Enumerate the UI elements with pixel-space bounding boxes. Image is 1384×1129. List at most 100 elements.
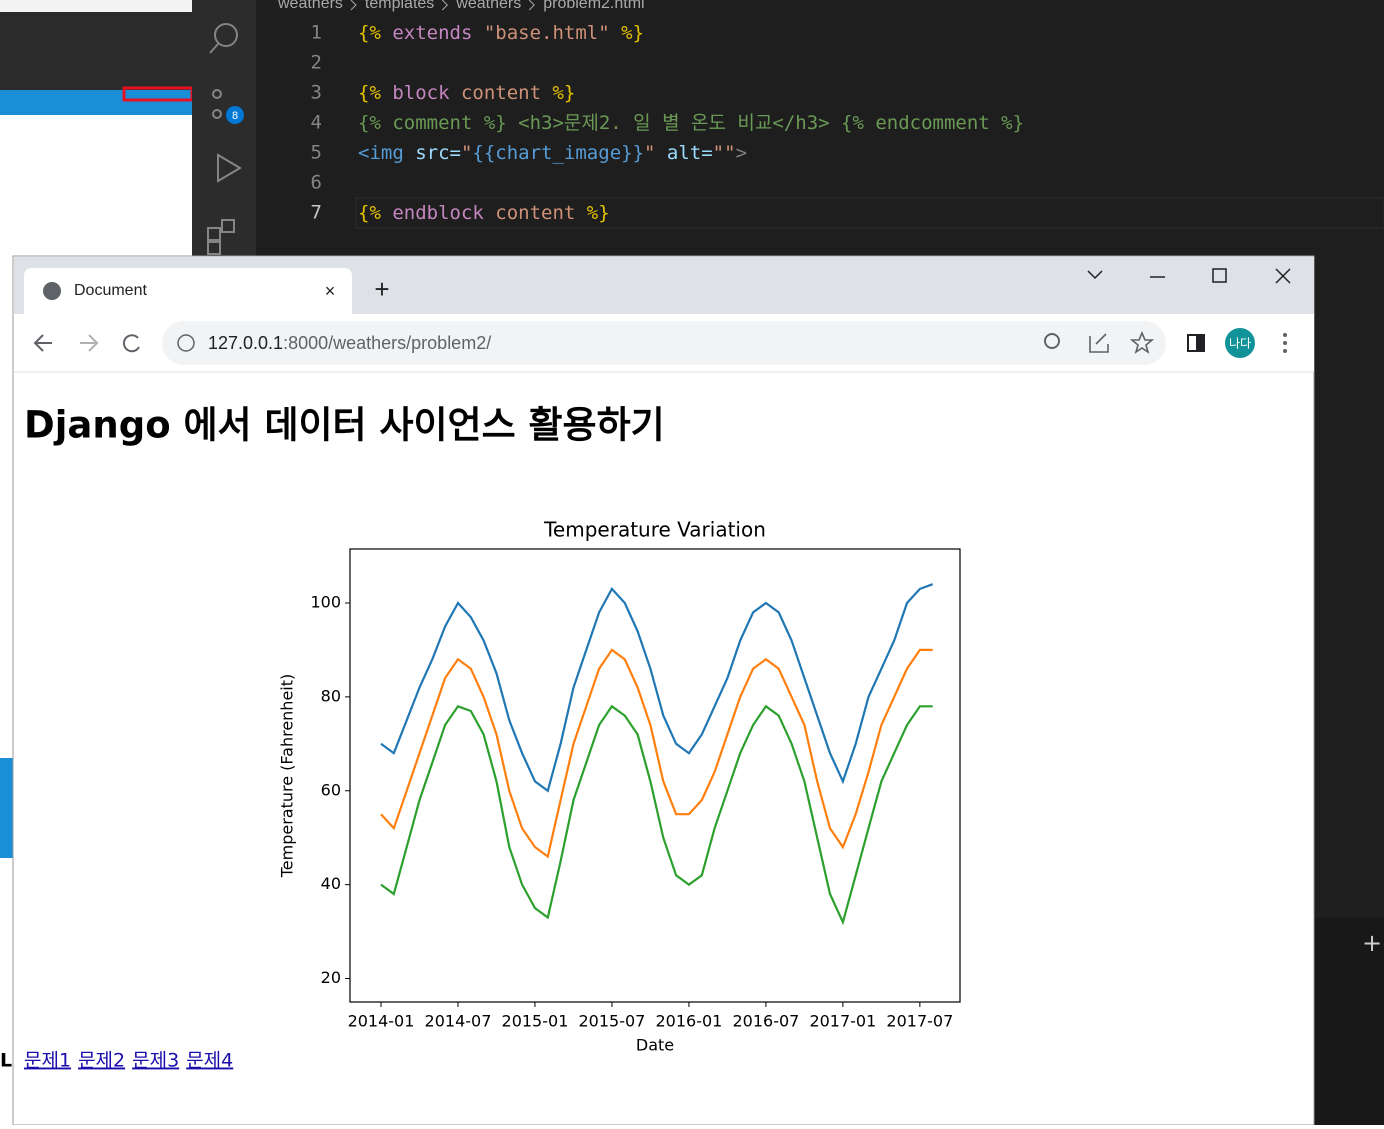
page-heading: Django 에서 데이터 사이언스 활용하기	[24, 404, 665, 447]
code-token: %}	[575, 202, 609, 224]
x-tick-label: 2014-07	[425, 1012, 492, 1031]
y-tick-label: 40	[321, 874, 341, 893]
current-line	[355, 197, 1384, 229]
background-banner	[0, 90, 192, 115]
new-tab[interactable]: +	[374, 274, 389, 304]
scm-badge	[226, 106, 244, 124]
nav-link[interactable]: 문제4	[186, 1050, 233, 1072]
maximize[interactable]	[1212, 268, 1227, 283]
y-axis-label: Temperature (Fahrenheit)	[278, 674, 297, 879]
line-number: 2	[311, 52, 322, 74]
code-token: extends	[381, 22, 484, 44]
reload[interactable]	[122, 334, 140, 353]
extensions-icon	[221, 219, 235, 233]
forward[interactable]	[80, 334, 99, 352]
code-token: >	[736, 142, 747, 164]
code-token: alt=	[655, 142, 712, 164]
breadcrumb-item[interactable]: problem2.html	[543, 0, 644, 12]
breadcrumb-item[interactable]: weathers	[455, 0, 521, 12]
breadcrumb-separator	[528, 0, 535, 11]
line-number: 4	[311, 112, 322, 134]
nav-link[interactable]: 문제3	[132, 1050, 179, 1072]
tab-icon	[43, 282, 61, 300]
data-line	[380, 583, 934, 793]
add-icon[interactable]: +	[1362, 929, 1382, 957]
x-tick-label: 2015-07	[579, 1012, 646, 1031]
text-fragment: L	[0, 1050, 12, 1072]
plot-frame	[349, 548, 961, 1003]
breadcrumb-separator	[350, 0, 357, 11]
line-number: 3	[311, 82, 322, 104]
bookmark-icon[interactable]	[1129, 330, 1155, 354]
code-token: content	[461, 82, 541, 104]
code-token: {%	[358, 22, 381, 44]
browser-window	[12, 255, 1315, 1126]
code-token: block	[381, 82, 461, 104]
menu[interactable]	[1283, 333, 1287, 337]
search-icon[interactable]	[214, 23, 238, 47]
code-token: {%	[358, 82, 381, 104]
panel	[1314, 918, 1384, 1125]
activity-bar	[192, 0, 256, 260]
url-path: :8000/weathers/problem2/	[283, 333, 491, 353]
background-bar	[0, 12, 192, 90]
nav-link[interactable]: 문제1	[24, 1050, 71, 1072]
scm-icon[interactable]	[212, 89, 222, 99]
data-line	[380, 704, 933, 926]
x-tick-label: 2016-01	[655, 1012, 722, 1031]
search-icon	[209, 43, 219, 54]
x-tick-label: 2014-01	[348, 1012, 415, 1031]
code-line: <img src="{{chart_image}}" alt="">	[358, 142, 747, 164]
zoom-icon[interactable]	[1044, 333, 1060, 349]
share-icon[interactable]	[1089, 333, 1109, 353]
code-token: {% comment %} <h3>문제2. 일 별 온도 비교</h3> {%…	[358, 112, 1024, 134]
breadcrumb-item[interactable]: templates	[365, 0, 434, 12]
side-panel	[1196, 335, 1204, 351]
tab[interactable]	[24, 268, 352, 314]
site-info[interactable]	[177, 334, 195, 352]
data-line	[380, 648, 933, 859]
url[interactable]: 127.0.0.1:8000/weathers/problem2/	[208, 333, 491, 353]
code-token: ""	[713, 142, 736, 164]
nav-link[interactable]: 문제2	[78, 1050, 125, 1072]
background-bar	[0, 0, 192, 12]
breadcrumb-separator	[441, 0, 449, 11]
line-number: 6	[311, 172, 322, 194]
code-token: "	[644, 142, 655, 164]
tab-title[interactable]: Document	[74, 282, 147, 299]
extensions-icon	[207, 241, 221, 255]
scm-icon	[212, 109, 222, 119]
background-banner	[0, 758, 13, 858]
code-token: %}	[610, 22, 644, 44]
code-line: {% block content %}	[358, 82, 575, 104]
code-token: "base.html"	[484, 22, 610, 44]
x-tick-label: 2017-07	[886, 1012, 953, 1031]
chart-title: Temperature Variation	[543, 518, 766, 542]
scm-badge-text: 8	[232, 110, 238, 122]
extensions-icon[interactable]	[207, 227, 221, 241]
code-token: endblock	[381, 202, 495, 224]
avatar[interactable]	[1225, 328, 1255, 358]
line-number: 7	[311, 202, 322, 224]
menu	[1283, 341, 1287, 345]
code-token: src=	[404, 142, 461, 164]
tab-search[interactable]	[1087, 270, 1103, 280]
tab-close[interactable]: ×	[325, 281, 336, 301]
code-token: <img	[358, 142, 404, 164]
y-tick-label: 20	[321, 968, 341, 987]
address-bar[interactable]	[162, 321, 1166, 365]
code-line: {% comment %} <h3>문제2. 일 별 온도 비교</h3> {%…	[358, 112, 1024, 134]
menu	[1283, 349, 1287, 353]
url-host: 127.0.0.1	[208, 333, 283, 353]
back[interactable]	[33, 334, 52, 352]
avatar-text: 나다	[1229, 337, 1251, 351]
debug-icon[interactable]	[217, 153, 242, 183]
close[interactable]	[1275, 268, 1291, 284]
x-tick-label: 2017-01	[809, 1012, 876, 1031]
code-token: content	[495, 202, 575, 224]
breadcrumb-item[interactable]: weathers	[277, 0, 343, 12]
code-line: {% extends "base.html" %}	[358, 22, 644, 44]
y-tick-label: 60	[321, 780, 341, 799]
